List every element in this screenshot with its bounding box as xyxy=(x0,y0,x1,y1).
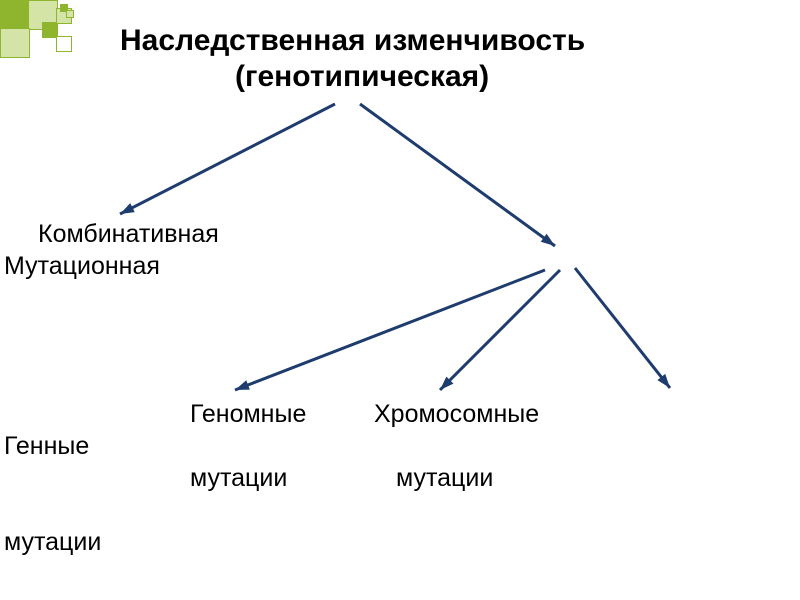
decor-square xyxy=(66,10,74,18)
label-genomic: Геномные xyxy=(190,400,306,429)
label-chromosomal: Хромосомные xyxy=(374,400,539,429)
arrow xyxy=(235,270,545,390)
label-mut1: мутации xyxy=(190,464,287,493)
arrow xyxy=(440,270,560,390)
decor-square xyxy=(0,0,30,30)
arrow xyxy=(575,268,670,388)
decor-square xyxy=(0,28,30,58)
decor-square xyxy=(56,36,72,52)
label-combinative: Комбинативная xyxy=(38,220,219,249)
slide-title-line1: Наследственная изменчивость xyxy=(120,24,585,58)
label-mutational: Мутационная xyxy=(4,252,160,281)
arrow xyxy=(360,104,555,246)
label-gennie: Генные xyxy=(4,432,89,461)
label-mut3: мутации xyxy=(4,528,101,557)
slide-title-line2: (генотипическая) xyxy=(235,60,489,94)
label-mut2: мутации xyxy=(396,464,493,493)
arrow xyxy=(120,104,335,214)
